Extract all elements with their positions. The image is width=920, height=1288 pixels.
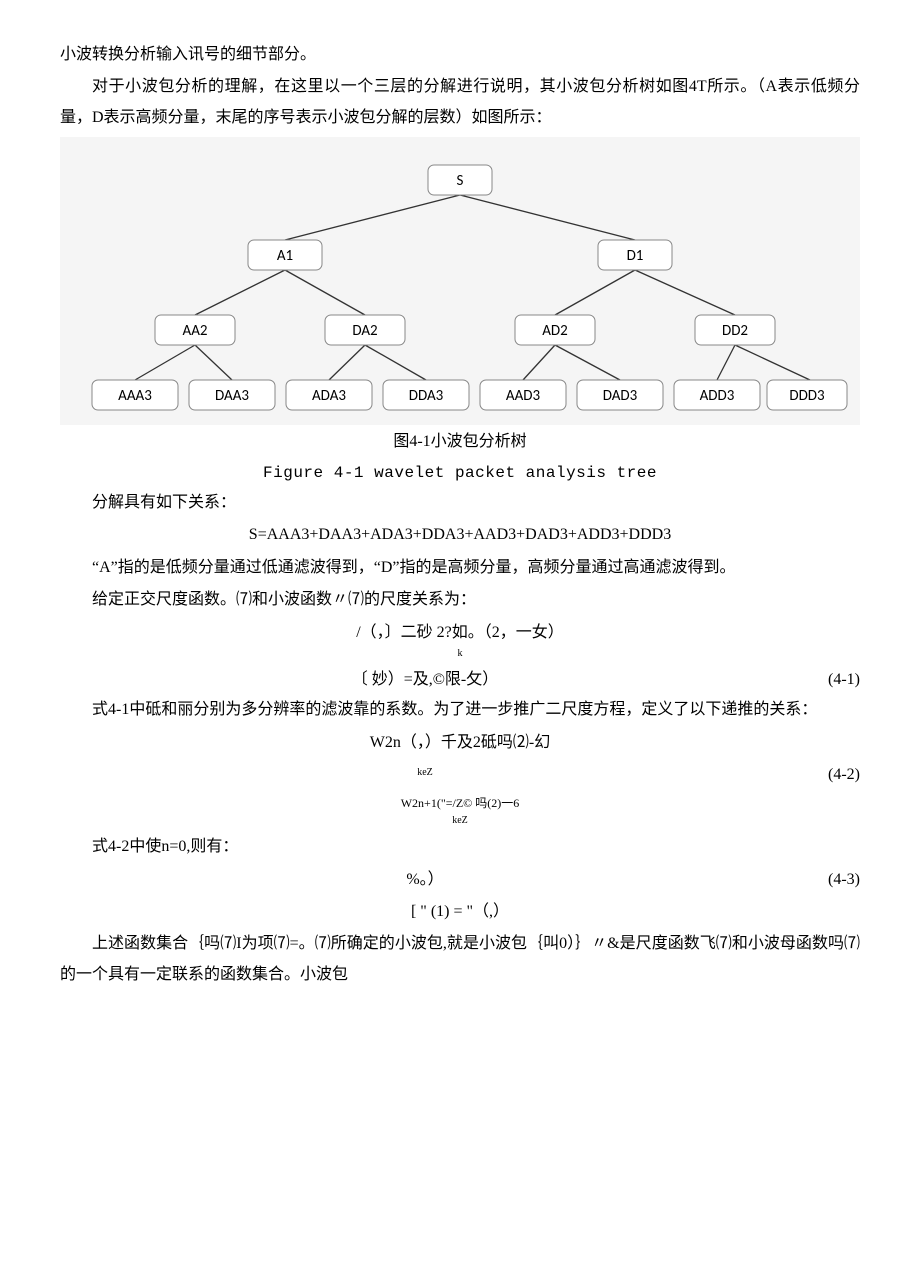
equation-4-2a-sub: keZ: [60, 763, 790, 782]
equation-4-2b-sub: keZ: [60, 811, 860, 830]
node-l2-2: AD2: [542, 322, 568, 340]
equation-4-2-num: (4-2): [790, 760, 860, 790]
node-l3-5: DAD3: [603, 387, 638, 405]
figure-caption-en: Figure 4-1 wavelet packet analysis tree: [60, 458, 860, 488]
equation-4-1-num: (4-1): [790, 665, 860, 695]
equation-4-2a: W2n（，）千及2砥吗⑵-幻: [60, 728, 860, 758]
equation-4-3-num: (4-3): [790, 865, 860, 895]
paragraph-1: 小波转换分析输入讯号的细节部分。: [60, 40, 860, 70]
node-l3-4: AAD3: [506, 387, 541, 405]
node-l3-7: DDD3: [789, 387, 825, 405]
node-l3-2: ADA3: [312, 387, 346, 405]
tree-svg: S A1 D1 AA2 DA2 AD2 DD2 AAA3 DAA3 ADA3 D…: [70, 155, 850, 415]
equation-4-1b: 〔 妙）=及,©限-攵）: [60, 665, 790, 695]
paragraph-2: 对于小波包分析的理解，在这里以一个三层的分解进行说明，其小波包分析树如图4T所示…: [60, 72, 860, 133]
equation-4-1a-sub: k: [60, 644, 860, 663]
figure-caption-ch: 图4-1小波包分析树: [60, 427, 860, 457]
node-l3-1: DAA3: [215, 387, 249, 405]
node-l1-0: A1: [277, 247, 293, 265]
node-root: S: [457, 172, 464, 190]
paragraph-7: 式4-2中使n=0,则有：: [60, 832, 860, 862]
paragraph-3: 分解具有如下关系：: [60, 488, 860, 518]
equation-4-3b: [ " (1) = "（,）: [60, 897, 860, 927]
node-l2-1: DA2: [352, 322, 377, 340]
paragraph-4: “A”指的是低频分量通过低通滤波得到，“D”指的是高频分量，高频分量通过高通滤波…: [60, 553, 860, 583]
node-l1-1: D1: [627, 247, 644, 265]
paragraph-6: 式4-1中砥和丽分别为多分辨率的滤波靠的系数。为了进一步推广二尺度方程，定义了以…: [60, 695, 860, 725]
paragraph-5: 给定正交尺度函数。⑺和小波函数〃⑺的尺度关系为：: [60, 585, 860, 615]
wavelet-tree-diagram: S A1 D1 AA2 DA2 AD2 DD2 AAA3 DAA3 ADA3 D…: [60, 137, 860, 425]
node-l2-3: DD2: [722, 322, 748, 340]
node-l2-0: AA2: [183, 322, 208, 340]
node-l3-3: DDA3: [409, 387, 444, 405]
equation-4-3a: %。）: [60, 865, 790, 895]
node-l3-6: ADD3: [700, 387, 735, 405]
node-l3-0: AAA3: [118, 387, 152, 405]
eq41a-text: /（，〕二砂 2?如。（2，一女）: [356, 624, 564, 641]
paragraph-8: 上述函数集合｛吗⑺I为项⑺=。⑺所确定的小波包,就是小波包｛叫0）｝〃&是尺度函…: [60, 929, 860, 990]
equation-s: S=AAA3+DAA3+ADA3+DDA3+AAD3+DAD3+ADD3+DDD…: [60, 520, 860, 550]
